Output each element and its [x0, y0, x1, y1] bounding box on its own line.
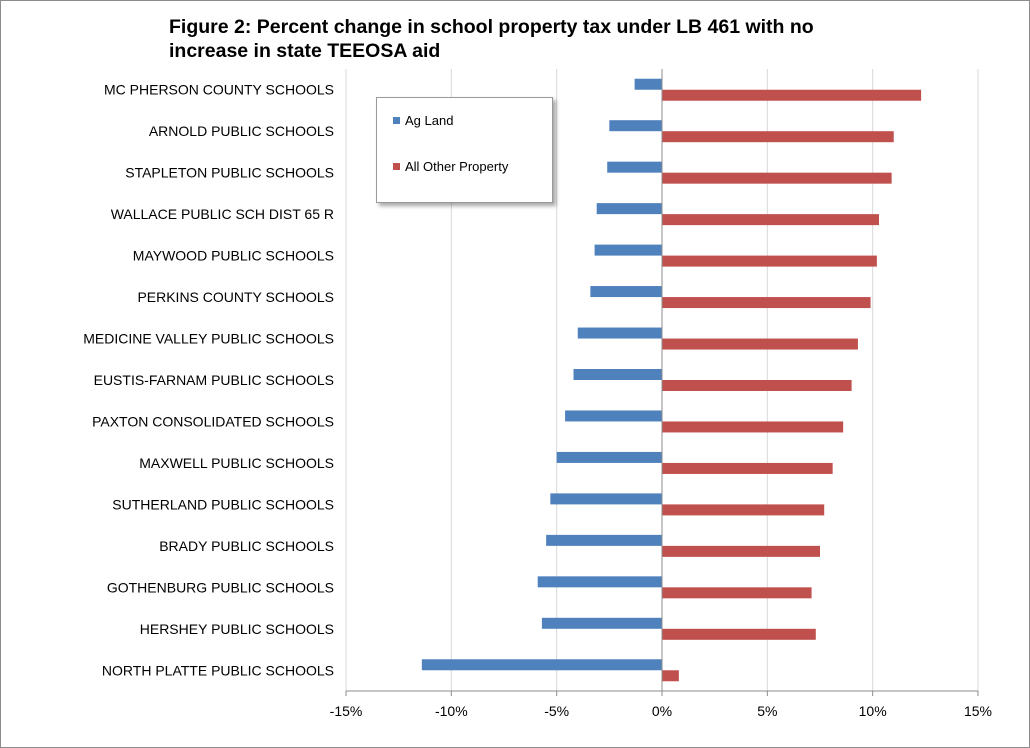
- bar-ag-land-maywood-public-schools: [594, 244, 662, 256]
- legend-item-ag-land: Ag Land: [393, 113, 453, 128]
- bar-ag-land-paxton-consolidated-schools: [565, 410, 662, 422]
- category-label: GOTHENBURG PUBLIC SCHOOLS: [107, 579, 334, 595]
- category-label: MEDICINE VALLEY PUBLIC SCHOOLS: [83, 331, 334, 347]
- category-label: WALLACE PUBLIC SCH DIST 65 R: [111, 206, 334, 222]
- bar-all-other-property-perkins-county-schools: [662, 297, 871, 309]
- bar-ag-land-sutherland-public-schools: [550, 493, 662, 505]
- category-label: PAXTON CONSOLIDATED SCHOOLS: [92, 413, 334, 429]
- category-label: PERKINS COUNTY SCHOOLS: [137, 289, 334, 305]
- bar-ag-land-arnold-public-schools: [609, 120, 662, 132]
- bar-all-other-property-sutherland-public-schools: [662, 504, 825, 516]
- category-label: NORTH PLATTE PUBLIC SCHOOLS: [102, 662, 334, 678]
- legend-label-all-other-property: All Other Property: [405, 159, 509, 174]
- category-label: ARNOLD PUBLIC SCHOOLS: [149, 123, 334, 139]
- bar-all-other-property-medicine-valley-public-schools: [662, 338, 858, 350]
- legend-swatch-ag-land: [393, 117, 400, 124]
- bar-all-other-property-maxwell-public-schools: [662, 462, 833, 474]
- bar-all-other-property-brady-public-schools: [662, 545, 820, 557]
- x-tick-label: -10%: [435, 703, 468, 719]
- chart-title-line-2: increase in state TEEOSA aid: [169, 40, 441, 62]
- bar-ag-land-eustis-farnam-public-schools: [573, 369, 662, 380]
- bar-ag-land-perkins-county-schools: [590, 286, 662, 298]
- bar-all-other-property-maywood-public-schools: [662, 255, 877, 267]
- chart-title-line-1: Figure 2: Percent change in school prope…: [169, 16, 814, 38]
- bar-ag-land-wallace-public-sch-dist-65-r: [596, 203, 662, 215]
- bar-all-other-property-hershey-public-schools: [662, 628, 816, 640]
- bar-all-other-property-arnold-public-schools: [662, 131, 894, 143]
- x-tick-label: 5%: [757, 703, 777, 719]
- category-label: EUSTIS-FARNAM PUBLIC SCHOOLS: [94, 372, 334, 388]
- category-label: SUTHERLAND PUBLIC SCHOOLS: [112, 496, 334, 512]
- category-label: STAPLETON PUBLIC SCHOOLS: [125, 165, 334, 181]
- x-tick-label: -5%: [544, 703, 569, 719]
- bar-all-other-property-mc-pherson-county-schools: [662, 89, 922, 101]
- bar-all-other-property-north-platte-public-schools: [662, 670, 679, 682]
- x-tick-label: 0%: [652, 703, 672, 719]
- category-label: MC PHERSON COUNTY SCHOOLS: [104, 82, 334, 98]
- bar-all-other-property-stapleton-public-schools: [662, 172, 892, 184]
- bar-ag-land-gothenburg-public-schools: [537, 576, 662, 588]
- bar-ag-land-hershey-public-schools: [541, 617, 662, 629]
- bar-ag-land-north-platte-public-schools: [421, 659, 662, 671]
- bar-ag-land-medicine-valley-public-schools: [577, 327, 662, 339]
- category-label: HERSHEY PUBLIC SCHOOLS: [140, 621, 334, 637]
- legend-item-all-other-property: All Other Property: [393, 159, 508, 174]
- category-label: MAXWELL PUBLIC SCHOOLS: [139, 455, 334, 471]
- bar-ag-land-brady-public-schools: [546, 534, 662, 546]
- category-label: MAYWOOD PUBLIC SCHOOLS: [133, 248, 334, 264]
- bar-all-other-property-wallace-public-sch-dist-65-r: [662, 214, 879, 226]
- bar-all-other-property-paxton-consolidated-schools: [662, 421, 844, 433]
- category-label: BRADY PUBLIC SCHOOLS: [159, 538, 334, 554]
- x-tick-label: 10%: [859, 703, 887, 719]
- bar-all-other-property-gothenburg-public-schools: [662, 587, 812, 599]
- bar-ag-land-stapleton-public-schools: [607, 161, 662, 173]
- bar-all-other-property-eustis-farnam-public-schools: [662, 380, 852, 391]
- legend-label-ag-land: Ag Land: [405, 113, 454, 128]
- chart-legend: Ag Land All Other Property: [376, 97, 553, 203]
- legend-swatch-all-other-property: [393, 163, 400, 170]
- x-tick-label: -15%: [330, 703, 363, 719]
- bar-ag-land-maxwell-public-schools: [556, 451, 662, 463]
- x-tick-label: 15%: [964, 703, 992, 719]
- bar-ag-land-mc-pherson-county-schools: [634, 78, 662, 90]
